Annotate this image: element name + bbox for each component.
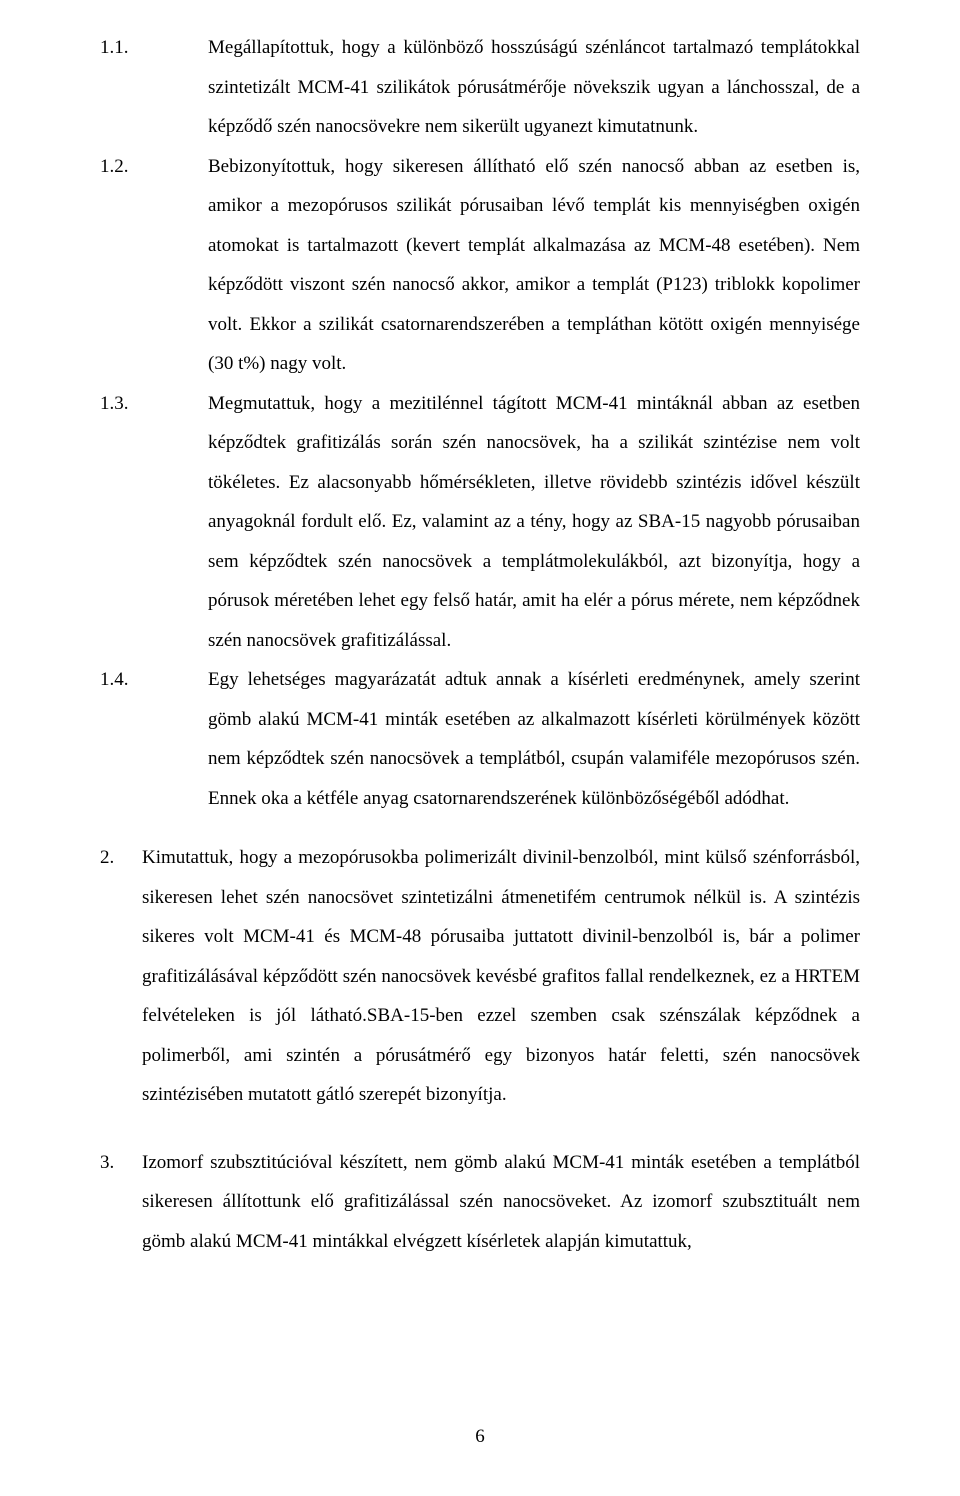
list-number: 1.3. bbox=[100, 384, 208, 661]
list-item-2: 2. Kimutattuk, hogy a mezopórusokba poli… bbox=[100, 838, 860, 1115]
main-list-block-2: 2. Kimutattuk, hogy a mezopórusokba poli… bbox=[100, 838, 860, 1115]
list-number: 1.1. bbox=[100, 28, 208, 147]
list-item-1-4: 1.4. Egy lehetséges magyarázatát adtuk a… bbox=[100, 660, 860, 818]
list-text: Bebizonyítottuk, hogy sikeresen állíthat… bbox=[208, 147, 860, 384]
list-number: 1.2. bbox=[100, 147, 208, 384]
list-number: 1.4. bbox=[100, 660, 208, 818]
list-text: Egy lehetséges magyarázatát adtuk annak … bbox=[208, 660, 860, 818]
list-item-1-1: 1.1. Megállapítottuk, hogy a különböző h… bbox=[100, 28, 860, 147]
list-text: Izomorf szubsztitúcióval készített, nem … bbox=[142, 1143, 860, 1262]
page-number: 6 bbox=[0, 1426, 960, 1448]
sublist-block: 1.1. Megállapítottuk, hogy a különböző h… bbox=[100, 28, 860, 818]
main-list-block-3: 3. Izomorf szubsztitúcióval készített, n… bbox=[100, 1143, 860, 1262]
list-text: Megállapítottuk, hogy a különböző hosszú… bbox=[208, 28, 860, 147]
list-item-3: 3. Izomorf szubsztitúcióval készített, n… bbox=[100, 1143, 860, 1262]
list-number: 2. bbox=[100, 838, 142, 1115]
list-text: Kimutattuk, hogy a mezopórusokba polimer… bbox=[142, 838, 860, 1115]
list-text: Megmutattuk, hogy a mezitilénnel tágítot… bbox=[208, 384, 860, 661]
list-item-1-3: 1.3. Megmutattuk, hogy a mezitilénnel tá… bbox=[100, 384, 860, 661]
list-item-1-2: 1.2. Bebizonyítottuk, hogy sikeresen áll… bbox=[100, 147, 860, 384]
list-number: 3. bbox=[100, 1143, 142, 1262]
